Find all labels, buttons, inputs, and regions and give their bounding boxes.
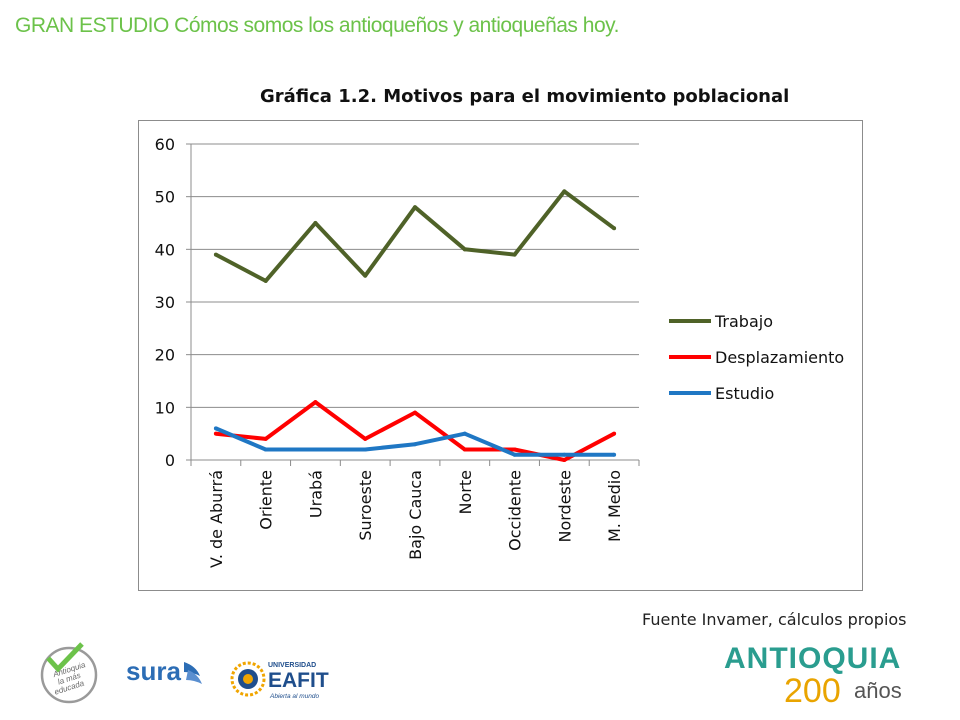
x-tick-label: M. Medio [605,470,624,542]
data-point-estudio [263,447,268,452]
y-tick-label: 10 [155,398,175,417]
eafit-logo: UNIVERSIDAD EAFIT Abierta al mundo [230,661,329,700]
data-point-trabajo [363,273,368,278]
x-tick-label: Suroeste [356,470,375,541]
data-point-desplazamiento [363,436,368,441]
sura-logo: sura [126,656,202,686]
sura-logo-text: sura [126,656,181,686]
x-tick-label: Nordeste [555,470,574,543]
data-point-desplazamiento [313,400,318,405]
eafit-logo-main: EAFIT [268,669,329,692]
chart-area: 0 10 20 30 40 50 60 V. de Aburrá Oriente Urabá Sur… [138,120,863,591]
data-point-trabajo [512,252,517,257]
antioquia-200-anos-logo: ANTIOQUIA 200 años [724,642,902,706]
eafit-logo-tagline: Abierta al mundo [269,693,320,700]
data-point-desplazamiento [413,410,417,415]
data-point-estudio [612,452,617,457]
data-point-desplazamiento [562,458,567,462]
x-tick-label: Oriente [257,470,276,530]
data-point-desplazamiento [263,436,268,441]
data-point-desplazamiento [612,431,617,436]
data-point-trabajo [612,226,617,231]
data-point-estudio [562,452,567,457]
data-point-trabajo [263,278,268,283]
chart-title: Gráfica 1.2. Motivos para el movimiento … [260,86,790,107]
data-point-desplazamiento [512,447,517,452]
data-point-trabajo [462,247,467,252]
y-tick-label: 20 [155,346,175,365]
data-point-trabajo [213,252,218,257]
x-tick-label: Norte [456,470,475,514]
data-point-desplazamiento [213,431,218,436]
data-point-trabajo [562,189,567,194]
legend-label-estudio: Estudio [715,384,774,403]
y-tick-label: 50 [155,188,175,207]
x-tick-label: Urabá [306,470,325,518]
antioquia-200-word: ANTIOQUIA [724,642,901,675]
data-point-trabajo [313,221,318,225]
y-tick-label: 0 [165,451,175,470]
antioquia-200-suffix: años [854,678,902,703]
antioquia-mas-educada-logo: Antioquia la más educada [40,642,98,704]
data-point-desplazamiento [462,447,467,452]
slide-title: GRAN ESTUDIO Cómos somos los antioqueños… [15,14,619,37]
x-tick-label: Bajo Cauca [406,470,425,560]
y-tick-label: 40 [155,240,175,259]
data-point-estudio [313,447,318,452]
data-point-estudio [213,426,218,431]
source-note: Fuente Invamer, cálculos propios [642,610,907,629]
y-tick-label: 60 [155,135,175,154]
line-chart: 0 10 20 30 40 50 60 V. de Aburrá Oriente Urabá Sur… [155,135,845,568]
series-line-trabajo [214,189,616,283]
data-point-estudio [512,452,517,457]
x-tick-label: V. de Aburrá [207,470,226,568]
y-tick-label: 30 [155,293,175,312]
x-tick-label: Occidente [506,470,525,551]
eafit-logo-top: UNIVERSIDAD [268,662,316,669]
legend-label-desplazamiento: Desplazamiento [715,348,844,367]
data-point-estudio [363,447,368,452]
data-point-estudio [413,442,417,447]
data-point-trabajo [413,205,417,210]
legend-label-trabajo: Trabajo [714,312,773,331]
data-point-estudio [462,431,467,436]
antioquia-200-number: 200 [784,672,841,706]
